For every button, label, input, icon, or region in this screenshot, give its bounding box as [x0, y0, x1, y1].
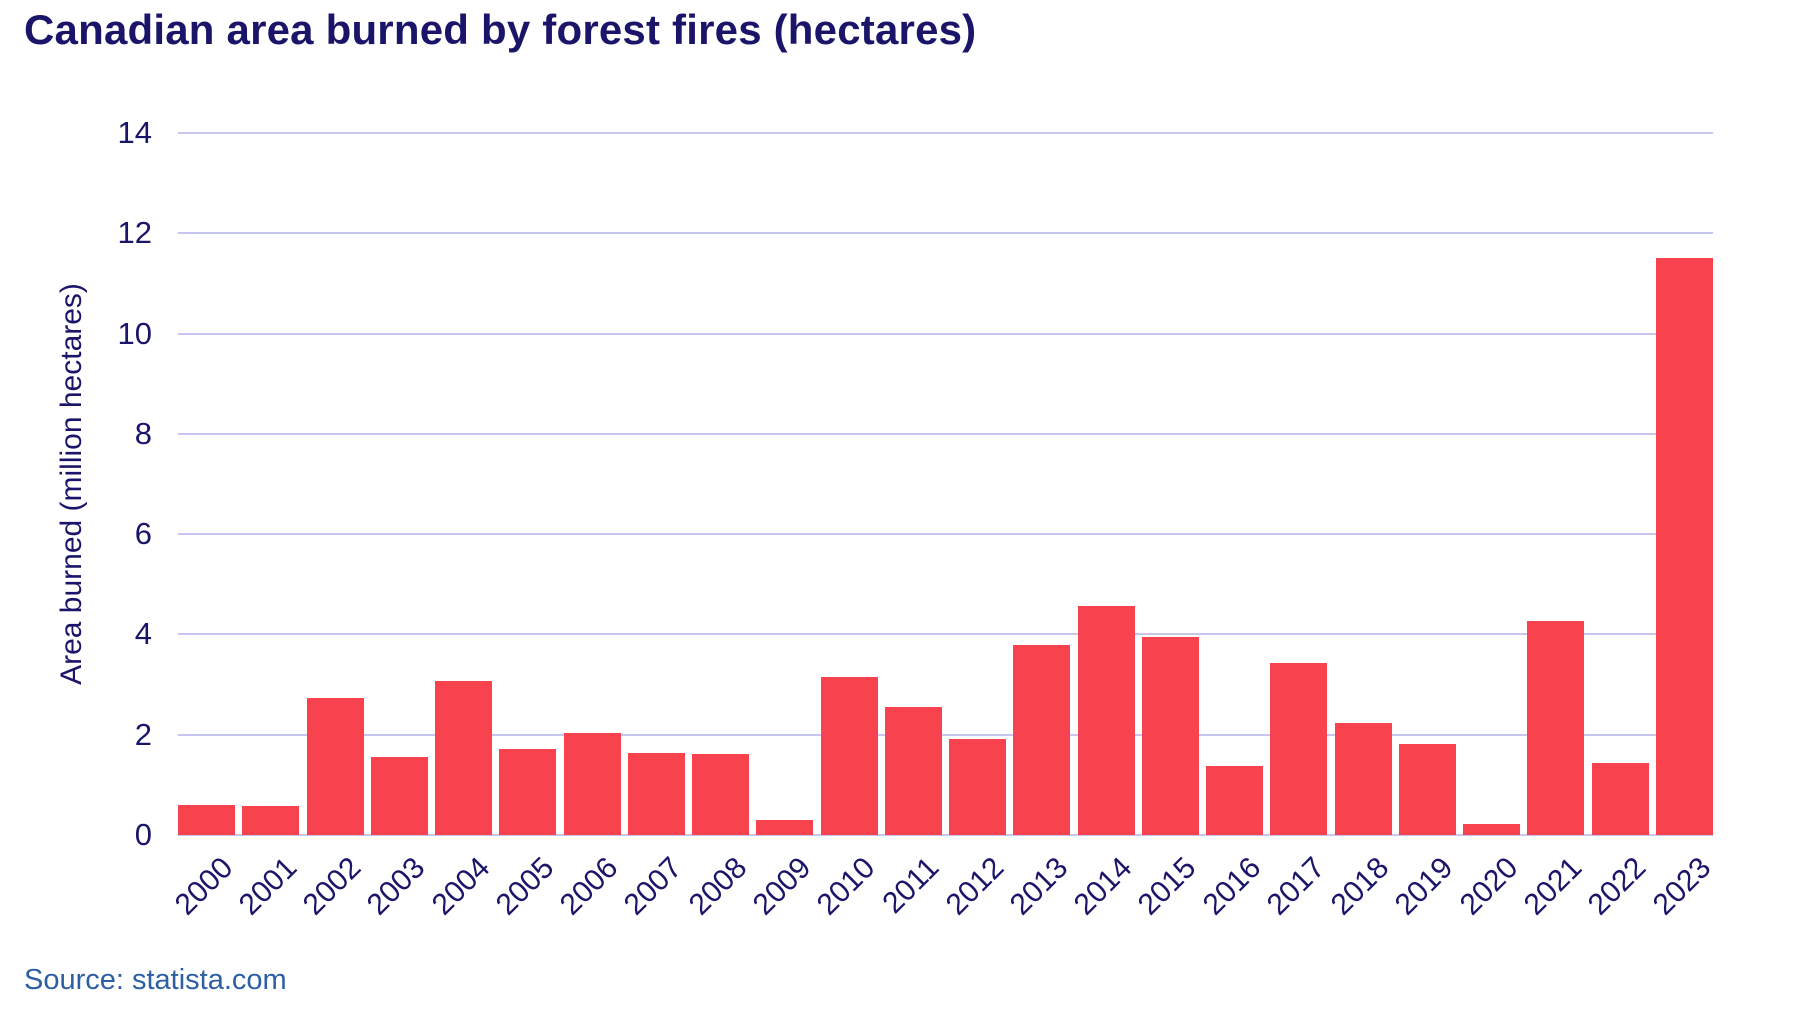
source-caption: Source: statista.com [24, 964, 287, 996]
bar-2022 [1591, 763, 1649, 835]
gridline-2 [178, 733, 1713, 736]
bar-2007 [627, 753, 685, 835]
y-tick-label-10: 10 [117, 315, 152, 351]
y-tick-label-12: 12 [117, 215, 152, 251]
bar-2010 [820, 677, 878, 835]
y-tick-label-14: 14 [117, 115, 152, 150]
gridline-4 [178, 633, 1713, 636]
bar-2019 [1398, 744, 1456, 835]
y-tick-label-8: 8 [134, 415, 152, 451]
gridline-14 [178, 132, 1713, 134]
bar-2020 [1463, 824, 1520, 835]
chart-title: Canadian area burned by forest fires (he… [24, 6, 977, 53]
gridline-6 [178, 533, 1713, 536]
plot-area [178, 132, 1713, 836]
bar-2008 [692, 753, 749, 835]
bar-2011 [884, 707, 942, 835]
bar-2012 [949, 739, 1006, 835]
bar-2013 [1013, 645, 1071, 835]
bar-2003 [370, 756, 428, 835]
bar-2017 [1270, 662, 1328, 835]
bar-2009 [756, 820, 814, 835]
bar-2014 [1077, 605, 1135, 835]
gridline-12 [178, 232, 1713, 235]
bar-2021 [1527, 620, 1585, 835]
bar-2006 [563, 733, 621, 835]
bar-2023 [1655, 258, 1713, 835]
gridline-8 [178, 432, 1713, 435]
y-tick-label-4: 4 [134, 616, 152, 652]
bar-2015 [1141, 636, 1199, 835]
gridline-0 [178, 834, 1713, 836]
gridline-10 [178, 332, 1713, 335]
bar-2002 [306, 698, 364, 835]
y-tick-label-0: 0 [134, 817, 152, 852]
bars-layer [178, 133, 1713, 835]
bar-2004 [435, 681, 492, 835]
bar-2016 [1206, 766, 1263, 835]
bar-2001 [242, 805, 300, 835]
y-tick-label-6: 6 [134, 516, 152, 552]
bar-2000 [178, 804, 235, 835]
bar-2005 [499, 749, 557, 835]
bar-2018 [1334, 722, 1392, 835]
y-tick-label-2: 2 [134, 716, 152, 752]
